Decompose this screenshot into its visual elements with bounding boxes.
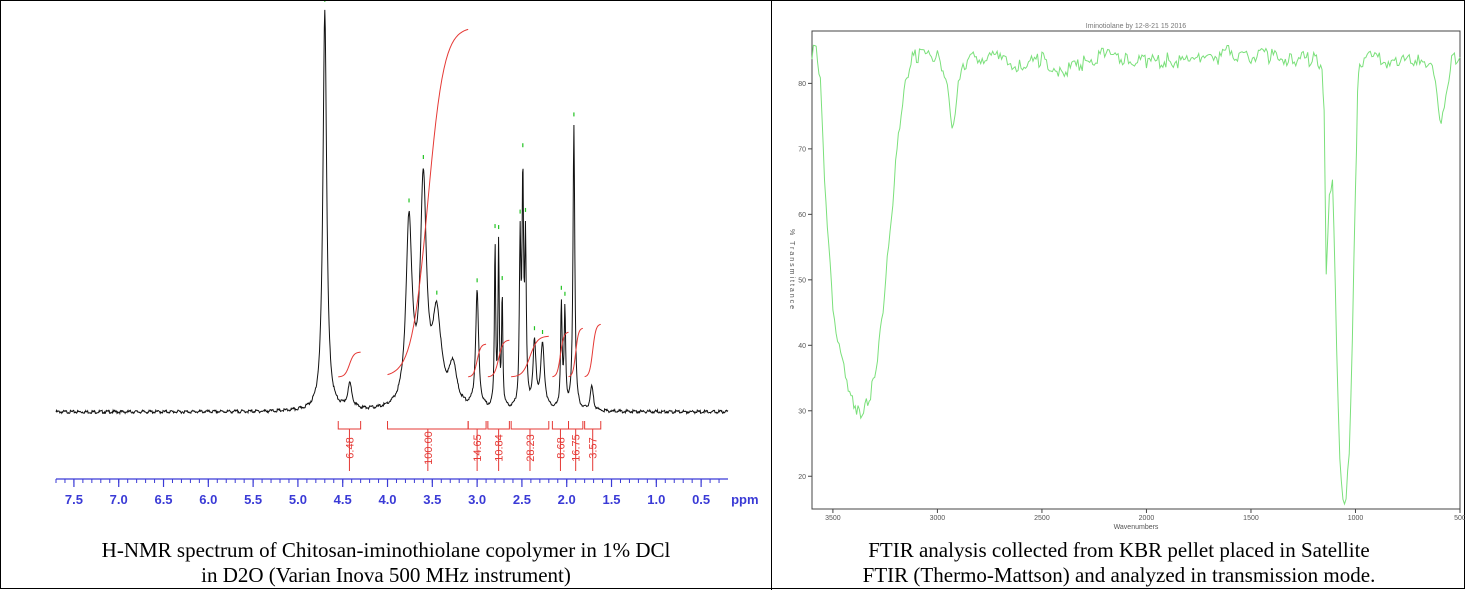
ftir-y-tick-label: 80	[798, 81, 806, 88]
nmr-integral-label: 14.65	[472, 434, 484, 462]
nmr-integral: 100.00	[387, 421, 469, 471]
nmr-integral-label: 10.84	[494, 434, 506, 462]
ftir-x-tick-label: 3000	[930, 515, 946, 522]
ftir-y-tick-label: 20	[798, 474, 806, 481]
nmr-tick-label: 4.0	[378, 492, 396, 507]
nmr-integral-curve	[568, 327, 583, 378]
nmr-integral-curve	[584, 323, 601, 378]
nmr-integral: 14.65	[467, 421, 487, 471]
nmr-integral-curve	[338, 351, 361, 378]
ftir-x-tick-label: 1500	[1243, 515, 1259, 522]
nmr-tick-label: 4.5	[334, 492, 352, 507]
ftir-header: Iminotiolane by 12-8-21 15 2016	[1086, 23, 1187, 30]
nmr-integral: 16.75	[568, 421, 584, 471]
ftir-x-tick-label: 2500	[1034, 515, 1050, 522]
ftir-plot-frame	[811, 30, 1461, 510]
nmr-integral-label: 16.75	[571, 434, 583, 462]
nmr-tick-label: 7.0	[110, 492, 128, 507]
nmr-integral-curve	[387, 28, 469, 376]
ftir-y-tick-label: 30	[798, 408, 806, 415]
nmr-tick-label: 5.0	[289, 492, 307, 507]
nmr-integral-curve	[487, 339, 510, 378]
nmr-tick-label: 1.0	[647, 492, 665, 507]
nmr-tick-label: 0.5	[692, 492, 710, 507]
nmr-tick-label: 2.0	[558, 492, 576, 507]
nmr-integral-bracket	[467, 421, 487, 471]
ftir-spectrum-chart: Iminotiolane by 12-8-21 15 2016 20 30 40 50 6…	[788, 23, 1465, 531]
nmr-axis-unit: ppm	[731, 492, 758, 507]
nmr-integral: 3.57	[584, 421, 602, 471]
nmr-tick-label: 7.5	[65, 492, 83, 507]
nmr-integral-bracket	[510, 421, 550, 471]
nmr-integral: 8.68	[551, 421, 570, 471]
nmr-tick-label: 5.5	[244, 492, 262, 507]
ftir-panel: Iminotiolane by 12-8-21 15 2016 20 30 40 50 6…	[772, 1, 1465, 590]
nmr-integral-bracket	[487, 421, 510, 471]
nmr-caption: H-NMR spectrum of Chitosan-iminothiolane…	[1, 538, 771, 588]
ftir-x-tick-label: 500	[1454, 515, 1465, 522]
nmr-spectrum-chart: 6.48 100.00 14.65 10.84 28.23 8.68 16.75 3.57 7.…	[55, 0, 759, 507]
nmr-tick-label: 6.0	[199, 492, 217, 507]
nmr-integral-curve	[468, 343, 487, 378]
ftir-caption-line1: FTIR analysis collected from KBR pellet …	[868, 538, 1370, 562]
ftir-caption: FTIR analysis collected from KBR pellet …	[772, 538, 1465, 588]
nmr-trace	[55, 9, 729, 416]
nmr-tick-label: 2.5	[513, 492, 531, 507]
nmr-integral-bracket	[337, 421, 362, 471]
nmr-integral-label: 3.57	[588, 437, 600, 458]
ftir-y-tick-label: 60	[798, 212, 806, 219]
nmr-integral: 10.84	[487, 421, 510, 471]
nmr-integral-bracket	[584, 421, 602, 471]
ftir-x-tick-label: 3500	[825, 515, 841, 522]
nmr-integral-curve	[511, 335, 549, 378]
nmr-integral-label: 8.68	[555, 437, 567, 458]
ftir-caption-line2: FTIR (Thermo-Mattson) and analyzed in tr…	[862, 563, 1376, 587]
nmr-panel: 6.48 100.00 14.65 10.84 28.23 8.68 16.75 3.57 7.…	[1, 0, 772, 590]
ftir-x-tick-label: 2000	[1139, 515, 1155, 522]
nmr-tick-label: 3.0	[468, 492, 486, 507]
nmr-caption-line2: in D2O (Varian Inova 500 MHz instrument)	[201, 563, 571, 587]
ftir-trace	[811, 44, 1461, 506]
ftir-x-axis-label: Wavenumbers	[1114, 524, 1159, 531]
nmr-integral-label: 28.23	[525, 434, 537, 462]
nmr-caption-line1: H-NMR spectrum of Chitosan-iminothiolane…	[101, 538, 671, 562]
ftir-y-tick-label: 70	[798, 146, 806, 153]
nmr-integral-label: 6.48	[344, 437, 356, 458]
nmr-integral: 6.48	[337, 421, 362, 471]
nmr-tick-label: 1.5	[602, 492, 620, 507]
nmr-integral-curve	[552, 331, 569, 378]
nmr-tick-label: 3.5	[423, 492, 441, 507]
nmr-integral-bracket	[568, 421, 584, 471]
ftir-x-tick-label: 1000	[1348, 515, 1364, 522]
nmr-tick-label: 6.5	[154, 492, 172, 507]
nmr-integral: 28.23	[510, 421, 550, 471]
ftir-y-tick-label: 40	[798, 343, 806, 350]
ftir-y-axis-label: % Transmittance	[788, 229, 795, 311]
ftir-y-tick-label: 50	[798, 277, 806, 284]
nmr-integral-label: 100.00	[423, 431, 435, 465]
